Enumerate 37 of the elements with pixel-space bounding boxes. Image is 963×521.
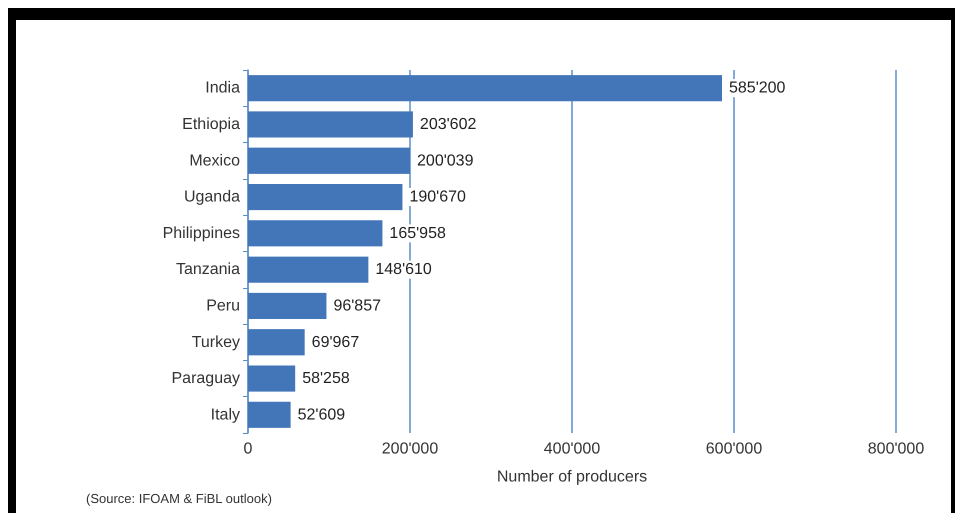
x-tick-label: 400'000 [544,440,600,458]
data-label: 69'967 [312,334,360,351]
bar [248,329,305,356]
bar [248,365,296,392]
data-label: 58'258 [302,370,350,388]
data-label: 165'958 [389,224,446,242]
data-label: 203'602 [420,116,476,133]
y-tick-label: Tanzania [176,261,240,278]
bar [248,148,410,174]
y-tick-label: Philippines [162,224,240,242]
data-label: 52'609 [298,406,346,424]
bar [248,75,722,102]
x-tick-label: 0 [244,440,253,458]
bar [248,256,368,283]
x-tick-label: 600'000 [706,440,762,458]
bar [248,220,382,246]
y-tick-label: Paraguay [172,370,240,388]
data-label: 190'670 [409,188,466,206]
y-tick-label: Mexico [189,152,240,170]
y-tick-label: Turkey [192,334,240,351]
bar [248,402,291,428]
y-tick-label: Peru [206,297,240,314]
x-tick-label: 200'000 [382,440,438,458]
data-label: 200'039 [417,152,474,170]
text: (Source: IFOAM & FiBL outlook) [86,491,272,506]
bar [248,111,413,138]
y-tick-label: Uganda [184,188,240,206]
data-label: 96'857 [333,297,382,314]
y-tick-label: India [205,80,240,97]
data-label: 585'200 [729,80,786,97]
x-tick-label: 800'000 [868,440,924,458]
bar [248,292,326,320]
bar [248,184,402,210]
y-tick-label: Italy [210,406,240,424]
data-label: 148'610 [375,261,432,278]
x-axis-title: Number of producers [496,468,648,486]
y-tick-label: Ethiopia [182,116,240,133]
